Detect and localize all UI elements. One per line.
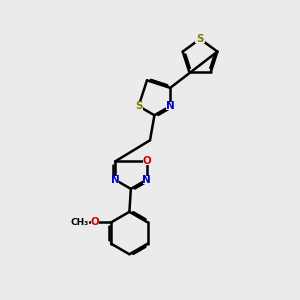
Text: N: N (142, 175, 151, 185)
Bar (142, 158, 151, 165)
Bar (111, 176, 119, 184)
Text: N: N (111, 175, 119, 185)
Text: O: O (142, 157, 151, 166)
Text: N: N (166, 101, 175, 111)
Text: S: S (196, 34, 204, 44)
Bar (91, 219, 99, 226)
Bar (134, 102, 143, 110)
Bar (166, 102, 174, 110)
Text: S: S (135, 101, 142, 111)
Text: O: O (91, 218, 99, 227)
Bar (195, 35, 205, 43)
Text: CH₃: CH₃ (70, 218, 88, 227)
Bar (142, 176, 151, 184)
